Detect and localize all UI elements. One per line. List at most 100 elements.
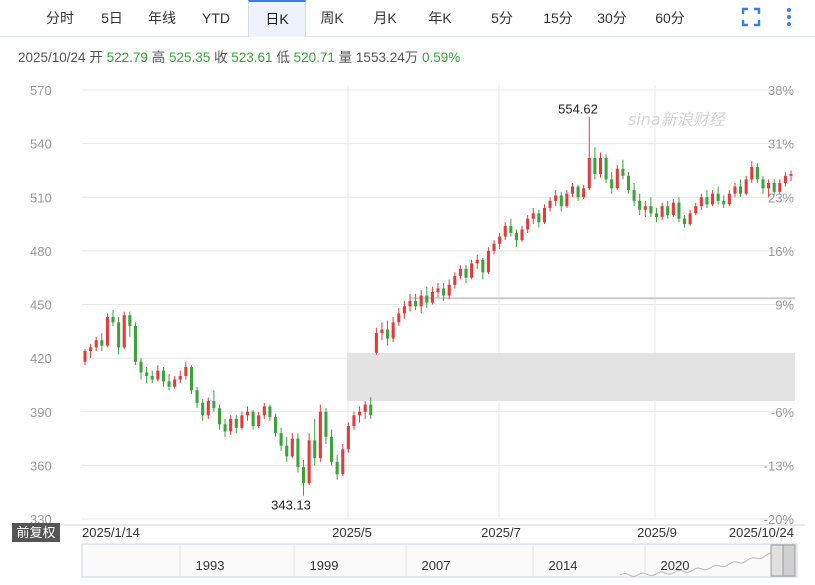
candle-body [212,401,216,409]
candle-body [195,390,199,403]
candle-body [408,300,412,307]
tab-7[interactable]: 年K [428,10,452,26]
low-label: 低 [276,50,290,65]
close-value: 523.61 [231,50,273,65]
candle-body [301,467,306,484]
candle-body [324,411,328,437]
candle-body [94,340,98,348]
candle-body [559,195,563,207]
candle-body [386,329,390,339]
candle-body [167,381,171,387]
candle-body [598,157,603,175]
pct-tick-label: 16% [768,244,794,259]
candle-body [156,370,160,380]
y-tick-label: 360 [30,458,52,473]
tab-6[interactable]: 月K [373,10,397,26]
period-tab-bar: 分时 5日 年线 YTD 日K 周K 月K 年K 5分 15分 30分 60分 [0,0,815,37]
candle-body [486,250,490,273]
x-tick-label: 2025/5 [332,525,372,540]
candle-body [369,404,373,416]
candle-body [397,313,401,323]
candle-body [767,182,771,189]
tab-1[interactable]: 5日 [101,10,123,26]
candle-body [402,306,406,314]
candle-body [503,225,507,237]
candle-body [240,415,244,428]
tab-2[interactable]: 年线 [148,10,176,26]
y-tick-label: 510 [30,190,52,205]
candle-body [318,411,322,459]
high-value: 525.35 [168,50,211,65]
candle-body [750,166,754,180]
tab-3[interactable]: YTD [202,10,230,26]
candle-body [739,186,743,194]
navigator-handle[interactable] [770,544,784,577]
candle-body [464,268,468,278]
candle-body [638,200,642,210]
candle-body [492,243,496,251]
candle-body [682,218,687,225]
candle-body [206,401,210,416]
candle-body [727,193,731,205]
candle-body [251,411,255,427]
x-tick-label: 2025/10/24 [729,525,794,540]
adjust-badge [12,523,60,542]
candle-body [363,404,367,412]
candle-body [279,433,283,446]
candle-body [475,259,479,264]
candle-body [677,202,681,219]
fullscreen-icon[interactable] [740,6,762,28]
candle-body [694,206,698,214]
tab-0[interactable]: 分时 [46,10,74,26]
candle-body [649,206,653,214]
candle-body [671,202,675,216]
volume-value: 1553.24万 [355,50,419,65]
candle-body [436,288,440,292]
more-vertical-icon[interactable] [778,6,800,28]
more-glyph [787,8,791,26]
candle-body [705,197,709,205]
adjust-label: 前复权 [16,525,55,541]
candle-body [414,300,418,307]
tab-9[interactable]: 15分 [543,10,573,26]
y-tick-label: 390 [30,405,52,420]
tab-11[interactable]: 60分 [655,10,685,26]
candle-body [150,376,154,380]
candle-body [223,424,227,432]
candle-body [285,445,289,457]
candle-body [481,259,485,273]
candle-body [122,315,126,348]
quote-date: 2025/10/24 [18,50,86,65]
candle-body [531,213,535,219]
pct-tick-label: -13% [764,458,795,473]
candle-body [358,411,362,416]
candle-body [262,406,266,416]
tab-5[interactable]: 周K [320,10,344,26]
y-tick-label: 450 [30,298,52,313]
candle-body [257,415,261,427]
candle-body [761,179,765,189]
tab-8[interactable]: 5分 [491,10,513,26]
candle-body [716,193,720,201]
quote-summary: 2025/10/24 开 522.79 高 525.35 收 523.61 低 … [18,46,460,66]
y-tick-label: 570 [30,83,52,98]
candle-body [610,179,614,189]
change-percent: 0.59% [422,50,461,65]
high-label: 高 [151,50,166,65]
candle-body [89,347,93,351]
candle-body [173,379,177,387]
navigator-handle-right[interactable] [782,544,796,577]
candle-body [520,229,524,241]
pct-tick-label: 31% [768,137,794,152]
candle-body [509,225,513,233]
candle-body [570,186,575,194]
candle-body [621,168,625,176]
candle-body [498,236,502,244]
candle-body [133,325,137,362]
candle-body [391,322,395,339]
candle-body [273,417,278,434]
y-tick-label: 540 [30,137,52,152]
tab-10[interactable]: 30分 [597,10,627,26]
tab-4[interactable]: 日K [248,0,306,37]
